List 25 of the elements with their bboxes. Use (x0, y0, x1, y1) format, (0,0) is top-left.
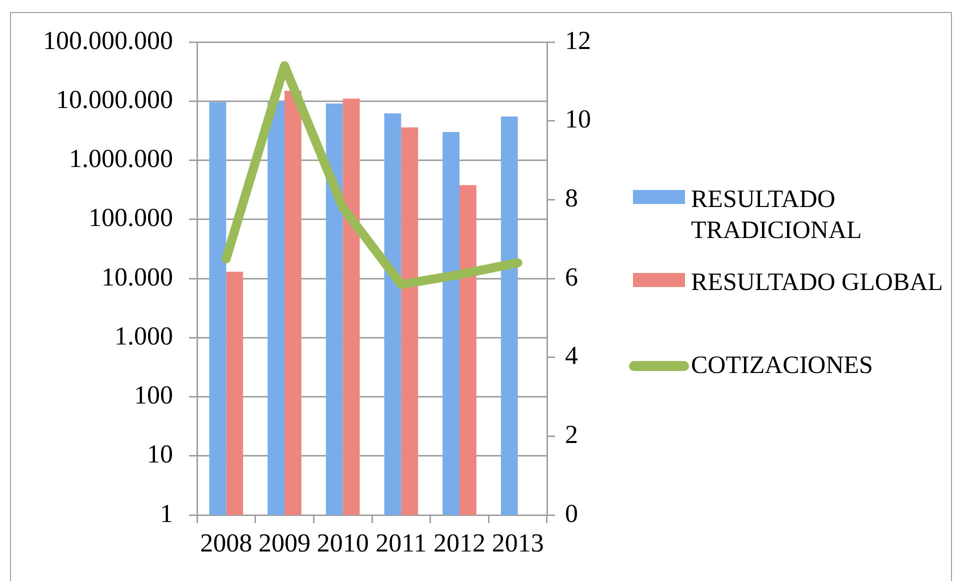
y-tick-label: 10.000 (102, 262, 173, 292)
legend-label: RESULTADO GLOBAL (691, 268, 944, 298)
y-tick-label: 100.000 (88, 203, 173, 232)
y-tick-label: 100.000.000 (43, 26, 173, 55)
y2-tick-label: 12 (565, 26, 591, 55)
x-tick-label: 2012 (434, 528, 486, 558)
y-tick-label: 1 (160, 498, 173, 528)
legend-label: COTIZACIONES (691, 351, 874, 381)
y2-tick-label: 4 (565, 341, 578, 370)
y-tick-label: 1.000.000 (69, 144, 173, 174)
y-tick-label: 10 (147, 440, 173, 469)
x-tick-label: 2011 (376, 528, 427, 558)
x-tick-label: 2010 (316, 528, 369, 558)
y2-tick-label: 2 (565, 420, 578, 449)
y-tick-label: 1.000 (114, 321, 173, 350)
y2-tick-label: 10 (565, 104, 591, 134)
legend-label: RESULTADO TRADICIONAL (691, 185, 863, 246)
y2-tick-label: 6 (565, 262, 578, 292)
y2-tick-label: 8 (565, 183, 578, 212)
x-tick-label: 2009 (258, 528, 310, 558)
y-tick-label: 10.000.000 (56, 84, 173, 114)
y-tick-label: 100 (134, 380, 173, 410)
y2-tick-label: 0 (565, 498, 578, 528)
x-tick-label: 2013 (492, 528, 544, 558)
x-tick-label: 2008 (200, 528, 252, 558)
